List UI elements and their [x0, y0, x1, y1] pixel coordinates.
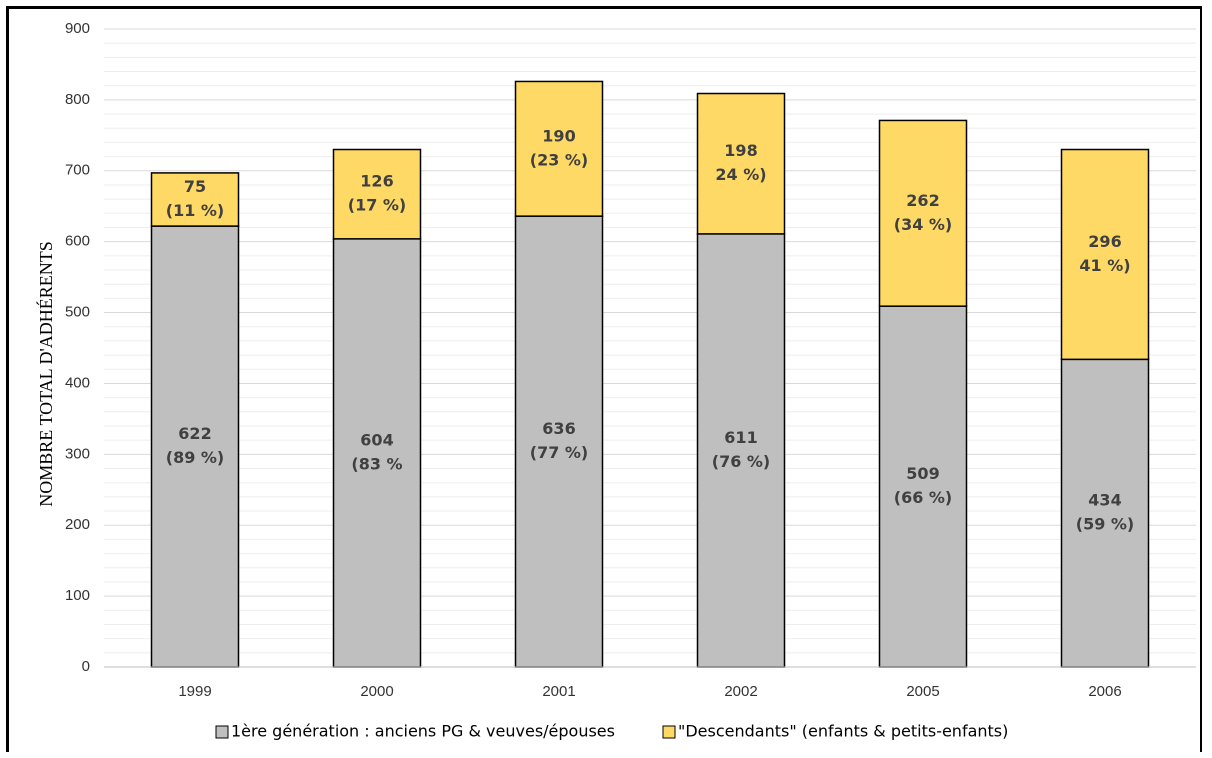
x-tick-label: 2000: [360, 683, 393, 700]
data-labels: 622 (89 %) 75 (11 %) 604 (83 % 126 (17 %) 636 (77…: [166, 126, 1135, 533]
bar-generation1-2002: [696, 233, 786, 668]
data-label: (23 %): [530, 150, 589, 169]
bar-generation1-2006: [1060, 358, 1150, 668]
bar-descendants-1999: [150, 172, 240, 227]
bar-generation1-2000: [332, 238, 422, 668]
data-label: 622: [178, 424, 211, 443]
data-label: 41 %): [1079, 256, 1130, 275]
data-label: 75: [184, 177, 206, 196]
data-label: 434: [1088, 491, 1121, 510]
y-tick-label: 900: [65, 20, 90, 37]
bar-descendants-2001: [514, 80, 604, 217]
y-tick-label: 0: [82, 658, 90, 675]
legend: 1ère génération : anciens PG & veuves/ép…: [215, 722, 1008, 741]
x-tick-label: 2001: [542, 683, 575, 700]
x-tick-label: 2005: [906, 683, 939, 700]
data-label: 126: [360, 172, 393, 191]
data-label: 198: [724, 141, 757, 160]
data-label: (66 %): [894, 488, 953, 507]
data-label: (89 %): [166, 448, 225, 467]
bar-descendants-2002: [696, 92, 786, 235]
bar-descendants-2000: [332, 148, 422, 240]
data-label: 262: [906, 191, 939, 210]
bar-generation1-2001: [514, 215, 604, 668]
y-tick-label: 300: [65, 445, 90, 462]
y-tick-label: 600: [65, 233, 90, 250]
axes: 0 100 200 300 400 500 600 700 800 900 1999 2000 2001…: [65, 20, 1196, 700]
y-tick-label: 200: [65, 516, 90, 533]
data-label: 190: [542, 126, 575, 145]
data-label: (77 %): [530, 443, 589, 462]
data-label: 509: [906, 464, 939, 483]
bar-descendants-2006: [1060, 148, 1150, 361]
x-tick-label: 1999: [178, 683, 211, 700]
y-tick-label: 500: [65, 304, 90, 321]
legend-entry: "Descendants" (enfants & petits-enfants): [678, 722, 1008, 741]
y-tick-label: 100: [65, 587, 90, 604]
legend-swatch: [662, 725, 676, 739]
bar-generation1-2005: [878, 305, 968, 668]
bar-descendants-2005: [878, 119, 968, 307]
legend-swatch: [215, 725, 229, 739]
data-label: 604: [360, 430, 393, 449]
y-tick-label: 400: [65, 374, 90, 391]
bar-generation1-1999: [150, 225, 240, 668]
y-axis-title: NOMBRE TOTAL D'ADHÉRENTS: [35, 241, 56, 506]
data-label: (59 %): [1076, 515, 1135, 534]
data-label: 24 %): [715, 165, 766, 184]
data-label: (34 %): [894, 215, 953, 234]
data-label: (83 %: [351, 454, 402, 473]
legend-entry: 1ère génération : anciens PG & veuves/ép…: [231, 722, 615, 741]
data-label: 611: [724, 428, 757, 447]
chart-frame: [6, 6, 1202, 752]
data-label: (76 %): [712, 452, 771, 471]
y-tick-label: 800: [65, 91, 90, 108]
x-tick-label: 2002: [724, 683, 757, 700]
y-tick-label: 700: [65, 162, 90, 179]
data-label: (17 %): [348, 196, 407, 215]
data-label: (11 %): [166, 201, 225, 220]
bars: [150, 80, 1150, 668]
gridlines: [104, 28, 1196, 654]
data-label: 636: [542, 419, 575, 438]
data-label: 296: [1088, 232, 1121, 251]
x-tick-label: 2006: [1088, 683, 1121, 700]
